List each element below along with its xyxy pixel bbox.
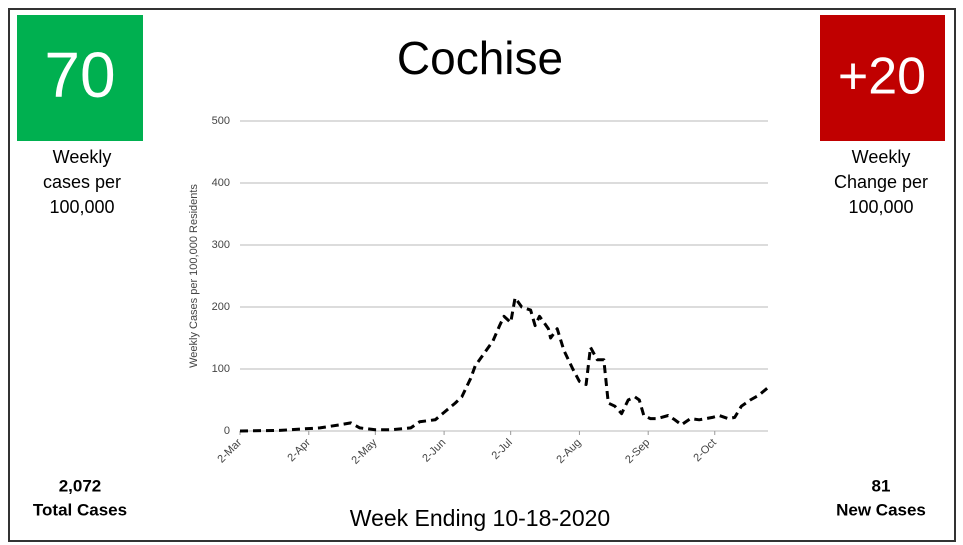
metric-box <box>17 15 143 141</box>
x-tick-label: 2-Jul <box>489 437 514 462</box>
metric-value: 70 <box>44 39 115 111</box>
y-tick-label: 0 <box>224 425 230 437</box>
total-value: 81 <box>872 476 891 495</box>
x-tick-label: 2-Sep <box>623 437 652 466</box>
metric-caption: 100,000 <box>848 197 913 217</box>
metric-box <box>820 15 945 141</box>
chart-title: Cochise <box>397 32 563 84</box>
x-tick-label: 2-Mar <box>215 436 244 465</box>
metric-caption: Weekly <box>852 147 911 167</box>
metric-value: +20 <box>838 48 926 106</box>
metric-caption: Weekly <box>53 147 112 167</box>
y-tick-label: 200 <box>212 301 230 313</box>
y-tick-label: 400 <box>212 177 230 189</box>
x-tick-label: 2-Oct <box>691 437 719 465</box>
y-tick-label: 500 <box>212 115 230 127</box>
total-caption: New Cases <box>836 500 926 519</box>
footer: Week Ending 10-18-2020 <box>350 505 610 531</box>
metric-caption: cases per <box>43 172 121 192</box>
total-value: 2,072 <box>59 476 102 495</box>
metric-caption: Change per <box>834 172 928 192</box>
frame <box>8 8 956 542</box>
y-tick-label: 100 <box>212 363 230 375</box>
y-axis-label: Weekly Cases per 100,000 Residents <box>188 184 200 368</box>
data-line <box>239 296 769 433</box>
x-tick-label: 2-May <box>349 436 379 466</box>
x-tick-label: 2-Apr <box>285 436 313 464</box>
y-tick-label: 300 <box>212 239 230 251</box>
x-tick-label: 2-Jun <box>420 437 448 465</box>
x-tick-label: 2-Aug <box>554 437 583 466</box>
metric-caption: 100,000 <box>49 197 114 217</box>
total-caption: Total Cases <box>33 500 127 519</box>
